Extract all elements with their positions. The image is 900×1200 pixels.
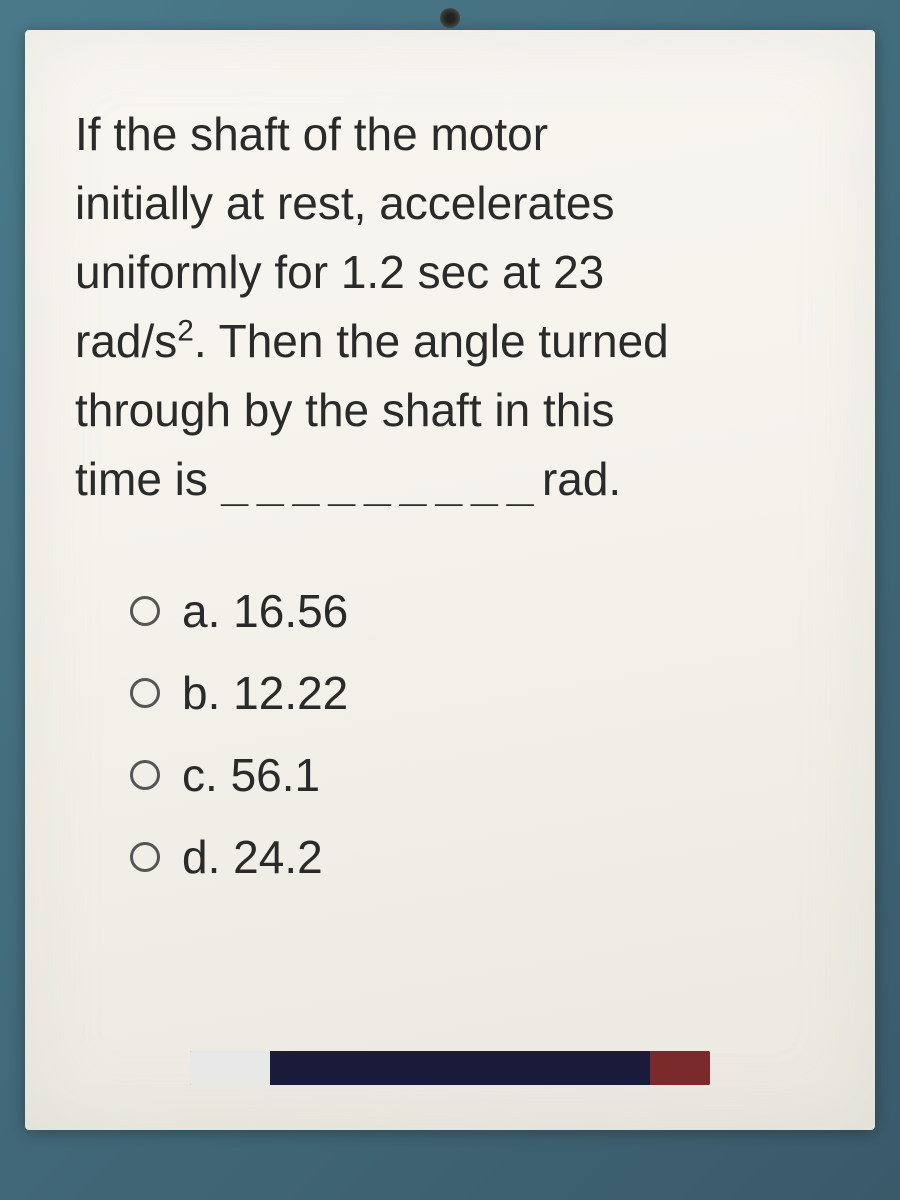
option-letter: a. — [182, 585, 220, 637]
option-row-d[interactable]: d. 24.2 — [130, 830, 825, 884]
option-label: c. 56.1 — [182, 748, 320, 802]
bottom-bar — [190, 1051, 710, 1085]
question-line-6-post: rad. — [542, 453, 621, 505]
option-letter: b. — [182, 667, 220, 719]
bar-segment-red — [650, 1051, 710, 1085]
options-container: a. 16.56 b. 12.22 c. 56.1 d. 24.2 — [75, 584, 825, 884]
option-value: 16.56 — [233, 585, 348, 637]
question-line-2: initially at rest, accelerates — [75, 177, 614, 229]
option-letter: d. — [182, 831, 220, 883]
question-line-5: through by the shaft in this — [75, 384, 615, 436]
option-label: d. 24.2 — [182, 830, 323, 884]
question-line-4-pre: rad/s — [75, 315, 177, 367]
option-row-a[interactable]: a. 16.56 — [130, 584, 825, 638]
option-label: a. 16.56 — [182, 584, 348, 638]
question-superscript: 2 — [177, 315, 194, 348]
question-line-4-post: . Then the angle turned — [194, 315, 669, 367]
radio-icon[interactable] — [130, 678, 160, 708]
option-letter: c. — [182, 749, 218, 801]
bar-segment-dark — [270, 1051, 650, 1085]
option-value: 12.22 — [233, 667, 348, 719]
bar-segment-white — [190, 1051, 270, 1085]
question-line-1: If the shaft of the motor — [75, 108, 548, 160]
question-line-6-pre: time is — [75, 453, 221, 505]
option-label: b. 12.22 — [182, 666, 348, 720]
radio-icon[interactable] — [130, 596, 160, 626]
option-row-c[interactable]: c. 56.1 — [130, 748, 825, 802]
question-text: If the shaft of the motor initially at r… — [75, 100, 825, 514]
question-blank: _________ — [221, 452, 542, 506]
option-value: 56.1 — [231, 749, 321, 801]
question-line-3: uniformly for 1.2 sec at 23 — [75, 246, 604, 298]
camera-notch — [440, 8, 460, 28]
radio-icon[interactable] — [130, 842, 160, 872]
radio-icon[interactable] — [130, 760, 160, 790]
option-value: 24.2 — [233, 831, 323, 883]
question-card: If the shaft of the motor initially at r… — [25, 30, 875, 1130]
option-row-b[interactable]: b. 12.22 — [130, 666, 825, 720]
